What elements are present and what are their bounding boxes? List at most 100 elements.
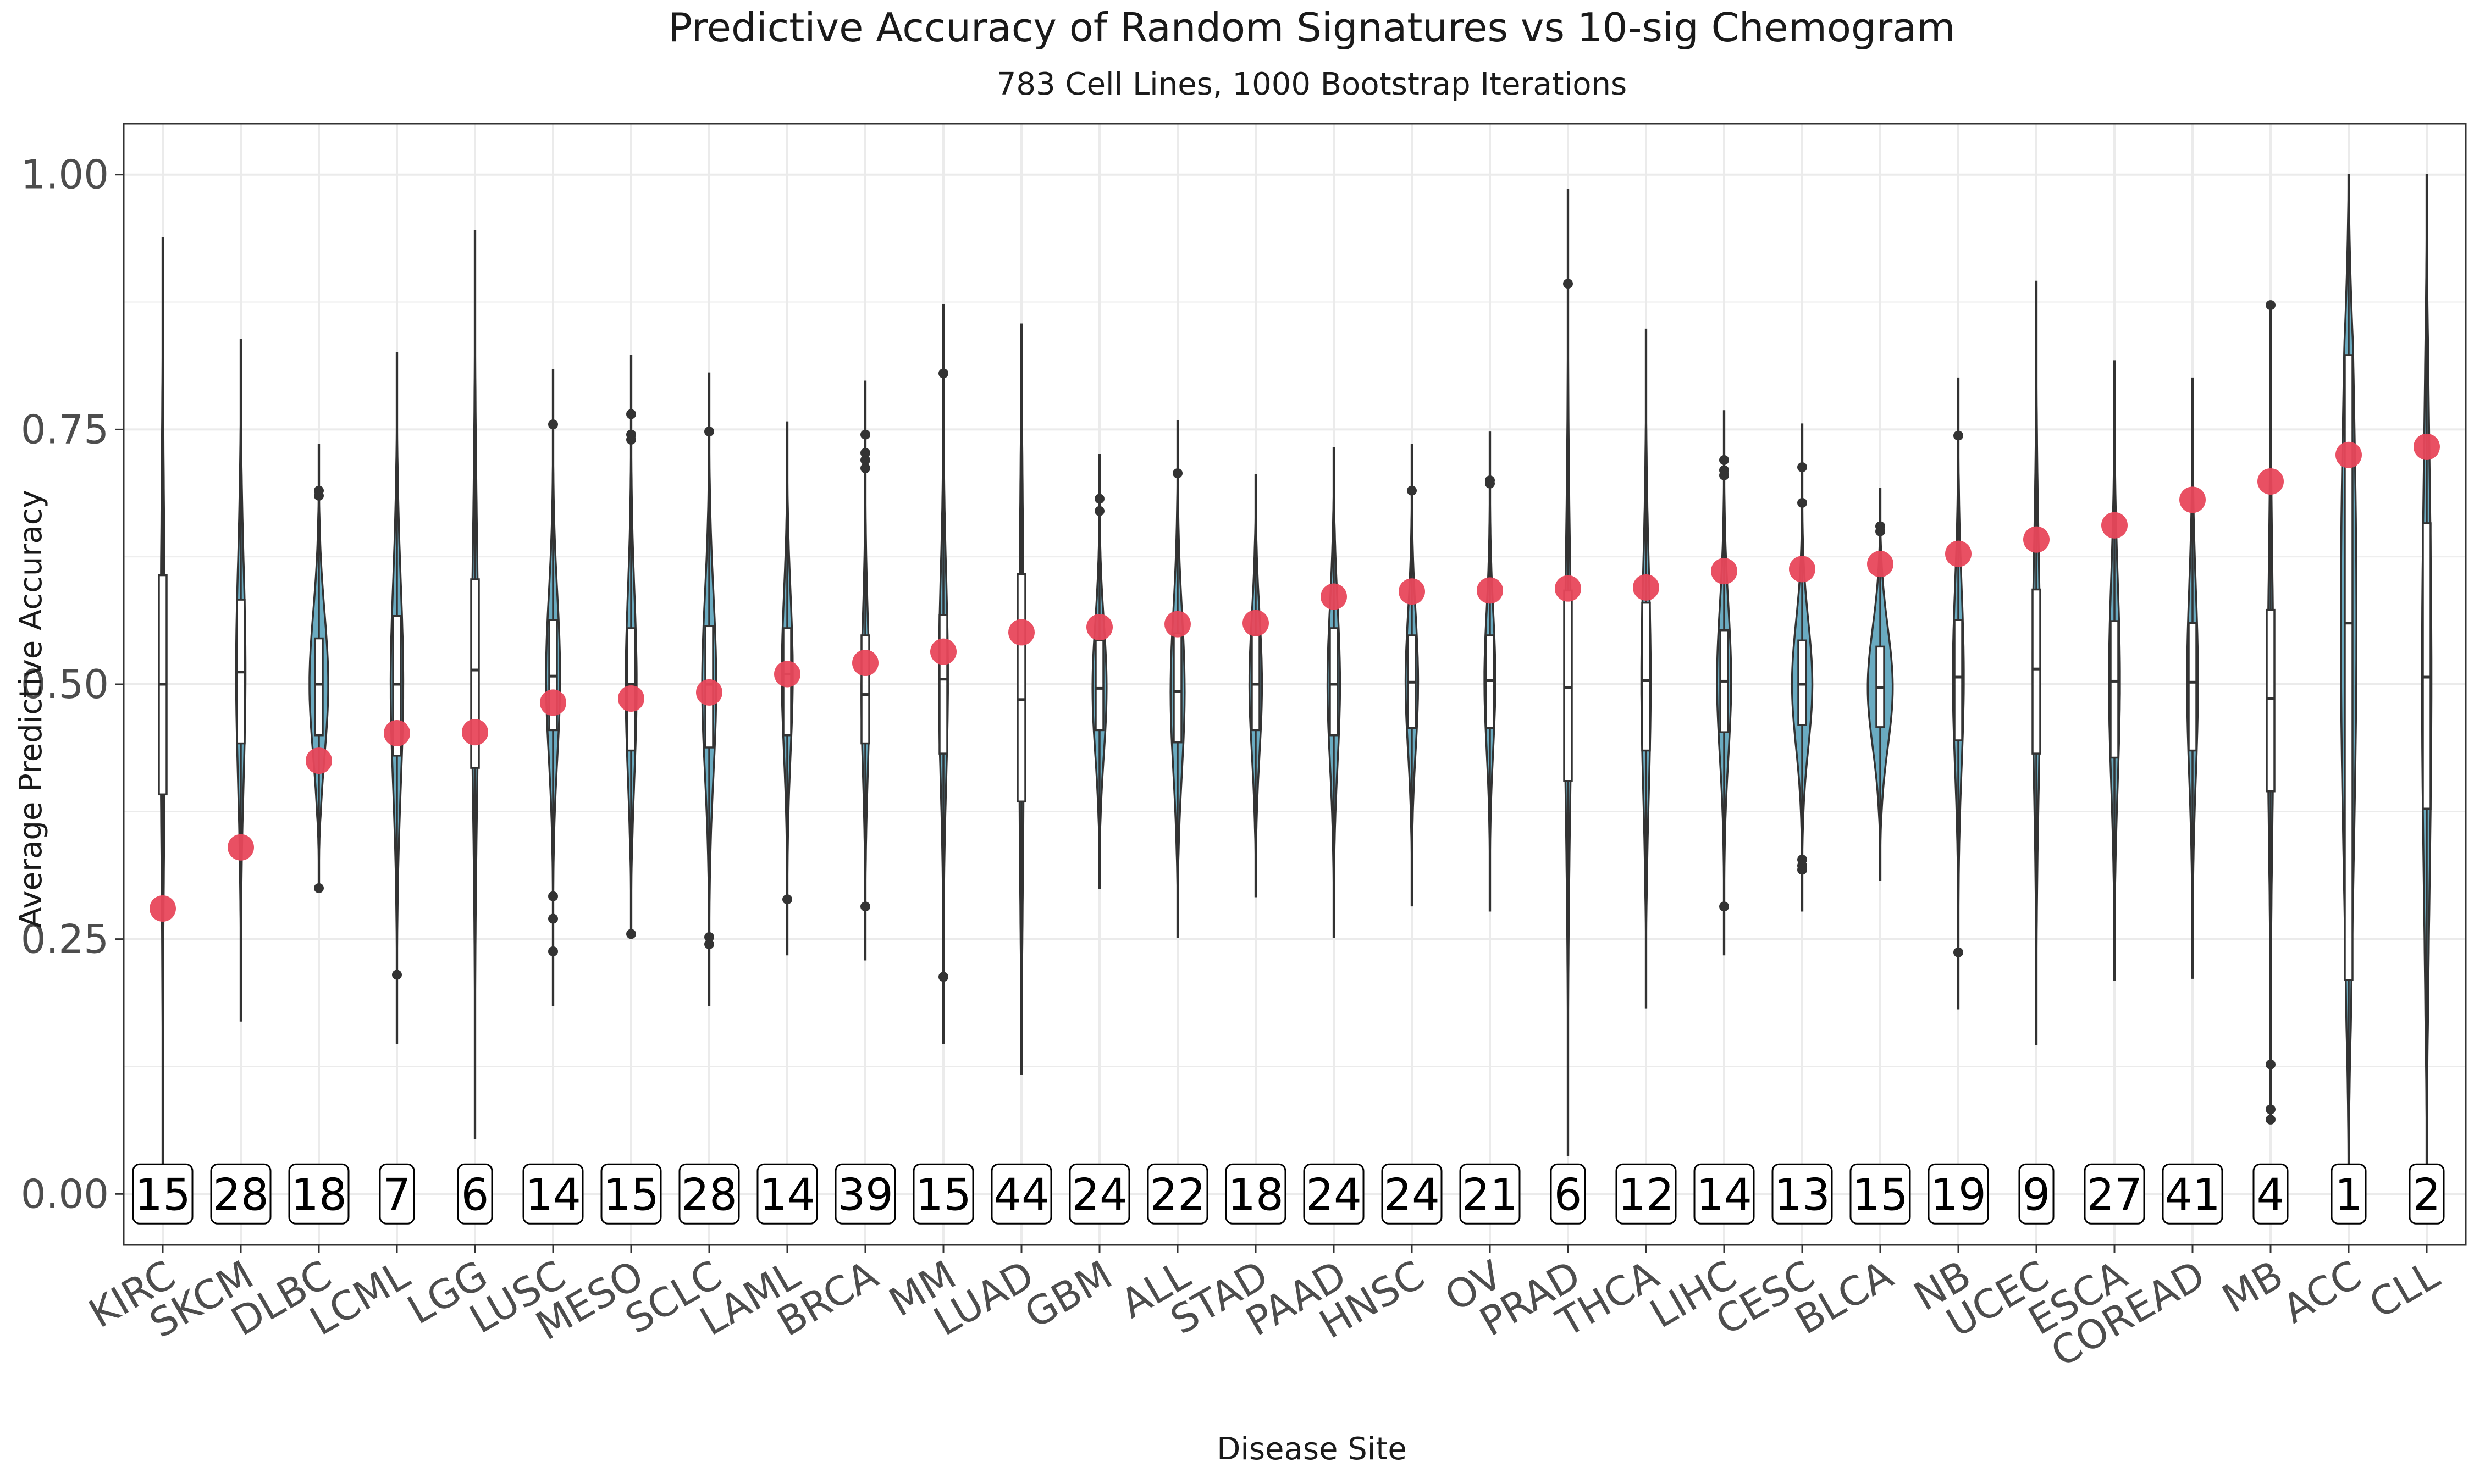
count-label-box: [600, 1163, 662, 1225]
chemogram-point-gbm: [1086, 614, 1113, 641]
count-label-thca: 12: [1618, 1169, 1674, 1220]
outlier-point: [1797, 462, 1807, 472]
outlier-point: [548, 891, 558, 901]
chemogram-point-cll: [2414, 433, 2440, 460]
chemogram-point-nb: [1945, 540, 1972, 567]
count-label-box: [522, 1163, 584, 1225]
chemogram-point-meso: [618, 685, 644, 712]
y-axis-title: Average Predictive Accuracy: [13, 490, 49, 928]
outlier-point: [1719, 455, 1729, 465]
count-label-skcm: 28: [213, 1169, 269, 1220]
count-label-box: [1771, 1163, 1833, 1225]
count-label-dlbc: 18: [291, 1169, 347, 1220]
count-label-lcml: 7: [383, 1169, 411, 1220]
count-label-box: [1849, 1163, 1911, 1225]
count-label-box: [756, 1163, 818, 1225]
outlier-point: [1095, 494, 1105, 504]
y-tick-label: 0.00: [21, 1171, 109, 1217]
count-label-brca: 39: [837, 1169, 893, 1220]
box-all: [1173, 632, 1183, 744]
chemogram-point-esca: [2101, 512, 2128, 539]
outlier-point: [626, 429, 636, 440]
count-label-box: [379, 1163, 415, 1225]
chart-subtitle: 783 Cell Lines, 1000 Bootstrap Iteration…: [997, 67, 1627, 102]
box-paad: [1329, 627, 1339, 737]
box-ov: [1485, 634, 1495, 729]
outlier-point: [704, 932, 714, 942]
outlier-point: [2266, 1114, 2276, 1125]
count-label-box: [210, 1163, 272, 1225]
outlier-point: [704, 427, 714, 437]
chemogram-point-sclc: [696, 679, 722, 706]
outlier-point: [626, 409, 636, 419]
box-dlbc: [314, 637, 324, 737]
box-mb: [2266, 608, 2276, 793]
count-label-all: 22: [1150, 1169, 1206, 1220]
outlier-point: [1095, 506, 1105, 516]
outlier-point: [1563, 279, 1573, 289]
box-cll: [2422, 522, 2432, 810]
y-tick-label: 0.25: [21, 916, 109, 962]
chemogram-point-skcm: [228, 834, 254, 861]
count-label-box: [2084, 1163, 2145, 1225]
count-label-box: [1459, 1163, 1521, 1225]
count-label-ov: 21: [1462, 1169, 1518, 1220]
count-label-box: [1069, 1163, 1130, 1225]
count-label-acc: 1: [2335, 1169, 2363, 1220]
outlier-point: [860, 463, 870, 473]
count-label-box: [288, 1163, 350, 1225]
box-luad: [1017, 573, 1026, 803]
chemogram-point-brca: [852, 650, 879, 677]
y-tick-label: 0.75: [21, 406, 109, 452]
box-gbm: [1095, 639, 1105, 732]
chemogram-point-ov: [1477, 577, 1503, 604]
count-label-box: [835, 1163, 896, 1225]
count-label-luad: 44: [993, 1169, 1050, 1220]
count-label-lgg: 6: [461, 1169, 489, 1220]
chemogram-point-lcml: [384, 720, 410, 747]
count-label-box: [457, 1163, 493, 1225]
chemogram-point-hnsc: [1399, 578, 1425, 605]
chemogram-point-ucec: [2023, 526, 2050, 553]
count-label-cll: 2: [2413, 1169, 2441, 1220]
chemogram-point-coread: [2179, 486, 2206, 513]
count-label-box: [678, 1163, 740, 1225]
count-label-blca: 15: [1852, 1169, 1908, 1220]
outlier-point: [1485, 475, 1495, 486]
chemogram-point-luad: [1008, 619, 1035, 646]
outlier-point: [938, 368, 948, 379]
chemogram-point-lihc: [1711, 558, 1737, 585]
chemogram-point-lusc: [540, 689, 566, 716]
count-label-box: [1693, 1163, 1755, 1225]
outlier-point: [1875, 521, 1885, 531]
count-label-kirc: 15: [135, 1169, 191, 1220]
x-tick-label-mb: MB: [2215, 1252, 2291, 1322]
outlier-point: [548, 913, 558, 924]
outlier-point: [1407, 485, 1417, 496]
outlier-point: [1953, 430, 1963, 441]
outlier-point: [1719, 901, 1729, 912]
outlier-point: [548, 946, 558, 956]
sample-count-labels: 15 28 18 7 6 14 15 28 14 39 15 44 24 22 18 24 24 21 6 12 14 1…: [132, 1163, 2445, 1225]
y-axis: 0.00 0.25 0.50 0.75 1.00: [21, 152, 124, 1217]
chemogram-point-acc: [2335, 441, 2362, 468]
outlier-point: [860, 429, 870, 440]
chemogram-points: [150, 433, 2440, 922]
count-label-prad: 6: [1554, 1169, 1582, 1220]
chemogram-point-kirc: [150, 895, 176, 922]
count-label-box: [2162, 1163, 2223, 1225]
outlier-point: [1953, 947, 1963, 957]
chemogram-point-laml: [774, 661, 800, 688]
count-label-cesc: 13: [1774, 1169, 1830, 1220]
x-tick-label-cll: CLL: [2361, 1252, 2447, 1327]
outlier-point: [860, 455, 870, 465]
chemogram-point-cesc: [1789, 556, 1815, 583]
outlier-point: [548, 419, 558, 430]
box-stad: [1251, 634, 1261, 732]
box-nb: [1953, 619, 1963, 741]
count-label-box: [2409, 1163, 2445, 1225]
count-label-box: [1147, 1163, 1208, 1225]
count-label-meso: 15: [603, 1169, 659, 1220]
count-label-box: [2331, 1163, 2367, 1225]
chemogram-point-mb: [2257, 468, 2284, 495]
